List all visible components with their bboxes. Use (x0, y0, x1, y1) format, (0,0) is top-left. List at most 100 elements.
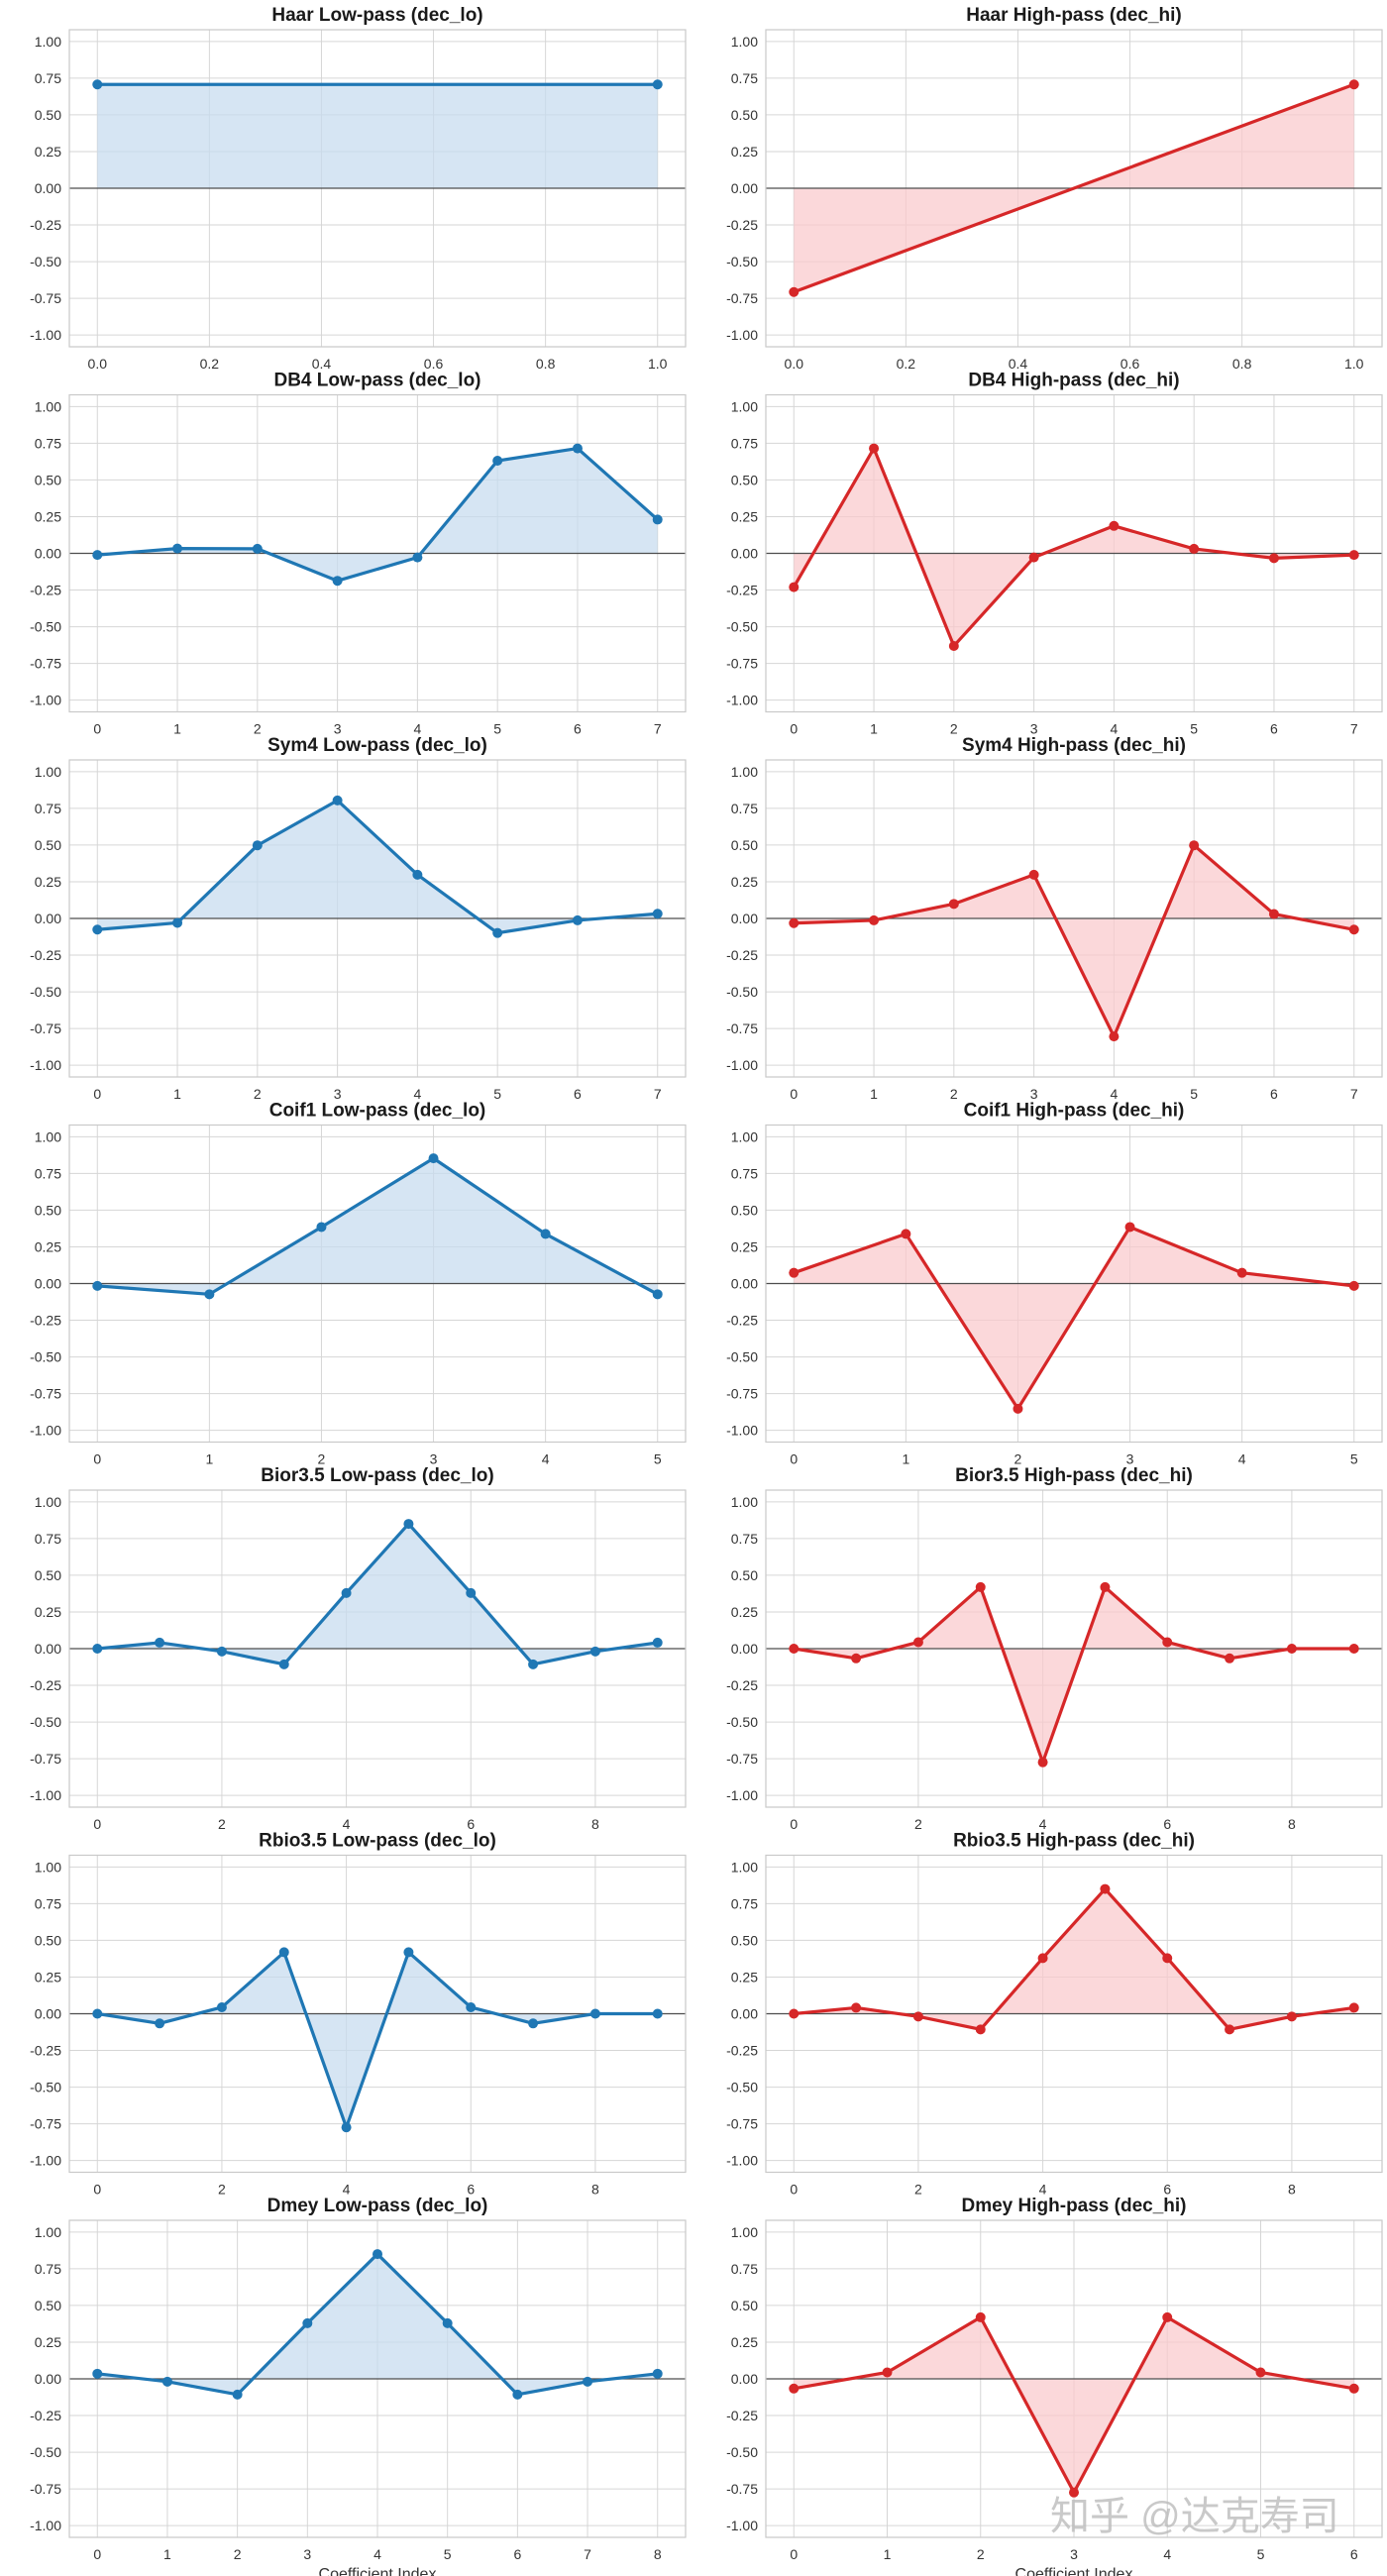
panel-6-ytick-label-3: -0.25 (30, 1313, 61, 1329)
panel-5-point-1 (869, 914, 880, 925)
panel-7-ytick-label-3: -0.25 (726, 1313, 758, 1329)
panel-6-ytick-label-2: -0.50 (30, 1349, 61, 1365)
panel-8-point-3 (278, 1659, 289, 1669)
panel-11-point-0 (789, 2008, 800, 2019)
panel-5-point-2 (948, 899, 959, 910)
panel-12-ytick-label-0: -1.00 (30, 2518, 61, 2533)
panel-6-point-2 (316, 1222, 327, 1233)
panel-11-xtick-label-3: 6 (1163, 2182, 1171, 2198)
panel-12-ytick-label-8: 1.00 (35, 2224, 61, 2240)
panel-12-ytick-label-3: -0.25 (30, 2408, 61, 2423)
panel-10-xtick-label-4: 8 (591, 2182, 599, 2198)
panel-7-point-4 (1236, 1267, 1247, 1278)
panel-2-series-line (97, 446, 659, 583)
panel-9-xtick-label-0: 0 (790, 1816, 798, 1832)
panel-0-ytick-label-1: -0.75 (30, 290, 61, 306)
panel-5-ytick-label-4: 0.00 (731, 911, 758, 926)
panel-2-xtick-label-7: 7 (654, 721, 662, 737)
panel-6-ytick-label-0: -1.00 (30, 1423, 61, 1439)
panel-9-xtick-label-3: 6 (1163, 1816, 1171, 1832)
panel-12-ytick-label-7: 0.75 (35, 2261, 61, 2277)
panel-12-xtick-label-2: 2 (234, 2546, 242, 2562)
panel-7-ytick-label-8: 1.00 (731, 1128, 758, 1144)
panel-3-point-5 (1189, 543, 1200, 554)
panel-12-area-fill (97, 2254, 658, 2395)
panel-9: -1.00 -0.75 -0.50 -0.25 0.00 0.25 0.50 0.75 1.00… (726, 1465, 1383, 1832)
panel-13-ytick-label-5: 0.25 (731, 2334, 758, 2350)
panel-10-ytick-label-2: -0.50 (30, 2080, 61, 2095)
panel-1-xtick-label-5: 1.0 (1344, 356, 1364, 372)
panel-10-series-line (97, 1950, 658, 2129)
panel-7-xtick-label-5: 5 (1350, 1451, 1358, 1467)
panel-11-point-9 (1348, 2002, 1359, 2013)
panel-4-ytick-label-8: 1.00 (35, 764, 61, 780)
panel-8-ytick-label-5: 0.25 (35, 1604, 61, 1620)
panel-9-point-7 (1225, 1653, 1235, 1664)
panel-9-xtick-label-1: 2 (914, 1816, 922, 1832)
panel-13-xtick-label-4: 4 (1163, 2546, 1171, 2562)
panel-7-point-3 (1124, 1222, 1135, 1233)
panel-12-ytick-label-6: 0.50 (35, 2298, 61, 2313)
panel-8-point-4 (341, 1587, 352, 1598)
panel-10-ytick-label-5: 0.25 (35, 1969, 61, 1985)
panel-9-point-6 (1162, 1637, 1173, 1648)
panel-2-xtick-label-5: 5 (493, 721, 501, 737)
panel-11-xtick-label-2: 4 (1039, 2182, 1047, 2198)
panel-10: -1.00 -0.75 -0.50 -0.25 0.00 0.25 0.50 0.75 1.00… (30, 1831, 687, 2198)
panel-12-ytick-label-2: -0.50 (30, 2444, 61, 2460)
panel-10-point-0 (92, 2008, 103, 2019)
panel-12-xtick-label-4: 4 (373, 2546, 381, 2562)
watermark-text: 知乎 @达克寿司 (1050, 2495, 1339, 2538)
panel-7-point-5 (1348, 1280, 1359, 1291)
panel-3-ytick-label-1: -0.75 (726, 656, 758, 672)
panel-0-ytick-label-0: -1.00 (30, 327, 61, 343)
panel-8-series-line (97, 1522, 658, 1666)
panel-7-ytick-label-6: 0.50 (731, 1202, 758, 1218)
panel-4-point-6 (572, 914, 583, 925)
panel-6-ytick-label-4: 0.00 (35, 1276, 61, 1292)
panel-10-frame (68, 1854, 687, 2174)
panel-9-point-0 (789, 1644, 800, 1654)
panel-3-ytick-label-8: 1.00 (731, 398, 758, 414)
panel-10-ytick-label-7: 0.75 (35, 1895, 61, 1911)
panel-5-ytick-label-8: 1.00 (731, 764, 758, 780)
panel-0-ytick-label-6: 0.50 (35, 107, 61, 123)
panel-8-ytick-label-0: -1.00 (30, 1787, 61, 1803)
panel-4-point-5 (492, 927, 503, 938)
panel-13-point-6 (1348, 2383, 1359, 2394)
panel-1-ytick-label-7: 0.75 (731, 70, 758, 86)
panel-9-ytick-label-4: 0.00 (731, 1641, 758, 1657)
panel-7-series-line (793, 1225, 1354, 1411)
panel-1-xtick-label-3: 0.6 (1120, 356, 1140, 372)
panel-10-point-4 (341, 2122, 352, 2133)
panel-4-ytick-label-6: 0.50 (35, 837, 61, 853)
panel-11-ytick-label-3: -0.25 (726, 2043, 758, 2059)
panel-9-point-3 (975, 1581, 986, 1592)
panel-10-point-3 (278, 1947, 289, 1958)
panel-7-ytick-label-5: 0.25 (731, 1238, 758, 1254)
panel-5-ytick-label-7: 0.75 (731, 801, 758, 816)
panel-12-xtick-label-5: 5 (444, 2546, 452, 2562)
panel-5-ytick-label-2: -0.50 (726, 984, 758, 1000)
panel-5-xtick-label-4: 4 (1110, 1086, 1118, 1102)
panel-7-xtick-label-3: 3 (1126, 1451, 1134, 1467)
panel-12-point-4 (373, 2249, 382, 2260)
panel-4-point-7 (652, 909, 663, 919)
panel-2: -1.00 -0.75 -0.50 -0.25 0.00 0.25 0.50 0.75 1.00… (30, 371, 687, 737)
panel-4-ytick-label-0: -1.00 (30, 1057, 61, 1073)
panel-12-ytick-label-1: -0.75 (30, 2481, 61, 2497)
panel-11-point-2 (912, 2011, 923, 2022)
panel-9-ytick-label-2: -0.50 (726, 1714, 758, 1730)
panel-11-xtick-label-0: 0 (790, 2182, 798, 2198)
panel-5-frame (765, 759, 1383, 1078)
panel-2-point-7 (652, 514, 663, 525)
panel-8-point-1 (155, 1637, 165, 1648)
panel-11: -1.00 -0.75 -0.50 -0.25 0.00 0.25 0.50 0.75 1.00… (726, 1831, 1383, 2198)
panel-12-xtick-label-3: 3 (303, 2546, 311, 2562)
panel-8-ytick-label-3: -0.25 (30, 1677, 61, 1693)
panel-2-area-fill (97, 448, 658, 582)
panel-4-point-0 (92, 924, 103, 935)
panel-13-ytick-label-8: 1.00 (731, 2224, 758, 2240)
panel-3-title: DB4 High-pass (dec_hi) (968, 371, 1179, 391)
panel-10-point-2 (216, 2001, 227, 2012)
